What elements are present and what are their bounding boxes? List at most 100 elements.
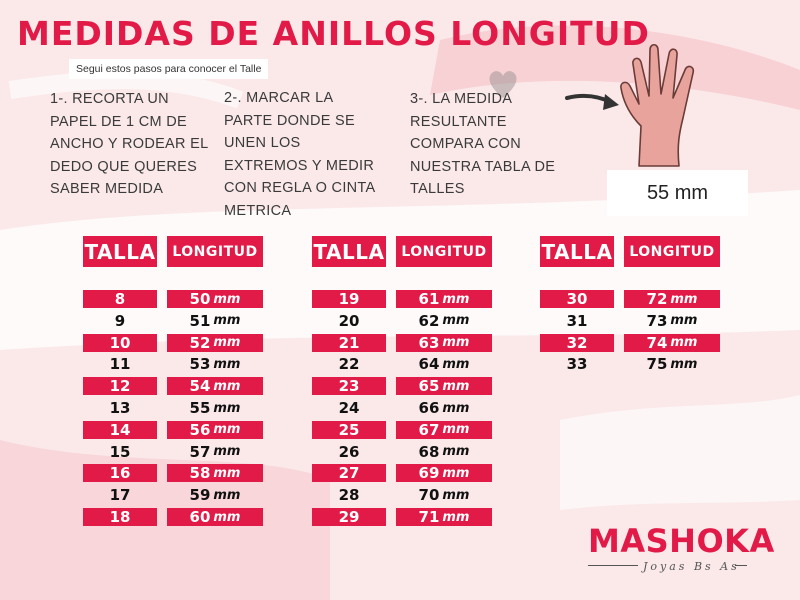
longitud-cell: 70 mm	[396, 486, 492, 504]
step-line: UNEN LOS	[224, 135, 301, 151]
unit-label: mm	[442, 400, 470, 416]
longitud-value: 75	[646, 355, 668, 374]
longitud-cell: 69 mm	[396, 464, 492, 483]
table-header-longitud: LONGITUD	[167, 236, 263, 267]
longitud-cell: 55 mm	[167, 399, 263, 417]
unit-label: mm	[442, 313, 470, 329]
longitud-value: 62	[418, 311, 440, 330]
step-line: NUESTRA TABLA DE	[410, 158, 556, 175]
unit-label: mm	[442, 335, 470, 351]
talla-cell: 20	[338, 311, 360, 330]
step-line: 2-. MARCAR LA	[224, 90, 334, 106]
table-header-longitud: LONGITUD	[396, 236, 492, 267]
step-3: 3-. LA MEDIDA RESULTANTE COMPARA CON NUE…	[410, 88, 555, 201]
talla-cell: 26	[338, 442, 360, 461]
step-line: SABER MEDIDA	[50, 181, 164, 197]
longitud-value: 51	[189, 311, 211, 330]
longitud-cell: 57 mm	[167, 443, 263, 461]
logo-divider-left	[588, 565, 638, 566]
longitud-cell: 65 mm	[396, 377, 492, 396]
table-header-longitud: LONGITUD	[624, 236, 720, 267]
longitud-cell: 60 mm	[167, 508, 263, 526]
step-line: ANCHO Y RODEAR EL	[50, 136, 209, 152]
longitud-value: 70	[418, 486, 440, 505]
unit-label: mm	[670, 313, 698, 329]
longitud-value: 74	[646, 333, 668, 352]
brand-logo: MASHOKA	[588, 522, 775, 560]
longitud-value: 56	[189, 420, 211, 439]
longitud-cell: 74 mm	[624, 333, 720, 352]
unit-label: mm	[213, 335, 241, 351]
talla-cell: 19	[312, 290, 386, 308]
talla-cell: 16	[83, 464, 157, 483]
step-line: TALLES	[410, 181, 465, 197]
talla-cell: 18	[83, 508, 157, 526]
longitud-value: 57	[189, 442, 211, 461]
talla-cell: 33	[566, 355, 588, 374]
longitud-cell: 73 mm	[624, 312, 720, 330]
talla-cell: 23	[312, 377, 386, 396]
step-line: EXTREMOS Y MEDIR	[224, 157, 375, 174]
longitud-cell: 51 mm	[167, 312, 263, 330]
longitud-cell: 56 mm	[167, 420, 263, 439]
step-line: 1-. RECORTA UN	[50, 91, 169, 107]
unit-label: mm	[213, 444, 241, 460]
example-measure: 55 mm	[607, 170, 748, 216]
longitud-value: 73	[646, 311, 668, 330]
longitud-value: 72	[646, 290, 668, 308]
talla-cell: 15	[109, 442, 131, 461]
longitud-cell: 54 mm	[167, 377, 263, 396]
logo-divider-right	[735, 565, 747, 566]
longitud-cell: 53 mm	[167, 355, 263, 373]
talla-cell: 14	[83, 420, 157, 439]
talla-cell: 29	[312, 508, 386, 526]
talla-cell: 27	[312, 464, 386, 483]
longitud-value: 65	[418, 377, 440, 396]
unit-label: mm	[442, 465, 470, 481]
longitud-value: 64	[418, 355, 440, 374]
unit-label: mm	[670, 335, 698, 351]
longitud-cell: 63 mm	[396, 333, 492, 352]
longitud-cell: 50 mm	[167, 290, 263, 308]
step-1: 1-. RECORTA UN PAPEL DE 1 CM DE ANCHO Y …	[50, 88, 208, 201]
hand-icon	[620, 43, 695, 167]
talla-cell: 31	[566, 311, 588, 330]
talla-cell: 25	[312, 420, 386, 439]
longitud-cell: 62 mm	[396, 312, 492, 330]
longitud-value: 58	[189, 464, 211, 483]
longitud-value: 54	[189, 377, 211, 396]
unit-label: mm	[670, 291, 698, 307]
longitud-value: 50	[189, 290, 211, 308]
talla-cell: 13	[109, 399, 131, 417]
step-line: PARTE DONDE SE	[224, 112, 355, 129]
unit-label: mm	[213, 400, 241, 416]
unit-label: mm	[213, 291, 241, 307]
table-header-talla: TALLA	[83, 236, 157, 267]
heart-icon	[489, 71, 517, 98]
brand-tagline: Joyas Bs As	[643, 560, 740, 573]
talla-cell: 30	[540, 290, 614, 308]
longitud-value: 68	[418, 442, 440, 461]
step-line: DEDO QUE QUERES	[50, 158, 198, 175]
talla-cell: 12	[83, 377, 157, 396]
table-header-talla: TALLA	[540, 236, 614, 267]
unit-label: mm	[213, 487, 241, 503]
unit-label: mm	[442, 509, 470, 525]
talla-cell: 17	[109, 486, 131, 505]
longitud-cell: 75 mm	[624, 355, 720, 373]
talla-cell: 24	[338, 399, 360, 417]
unit-label: mm	[213, 356, 241, 372]
longitud-value: 71	[418, 508, 440, 526]
step-line: PAPEL DE 1 CM DE	[50, 113, 187, 130]
arrow-icon	[565, 93, 619, 110]
step-line: COMPARA CON	[410, 136, 521, 152]
longitud-cell: 58 mm	[167, 464, 263, 483]
talla-cell: 11	[109, 355, 131, 374]
longitud-cell: 59 mm	[167, 486, 263, 504]
step-line: 3-. LA MEDIDA	[410, 91, 513, 107]
longitud-value: 55	[189, 399, 211, 417]
talla-cell: 28	[338, 486, 360, 505]
unit-label: mm	[213, 465, 241, 481]
longitud-cell: 72 mm	[624, 290, 720, 308]
